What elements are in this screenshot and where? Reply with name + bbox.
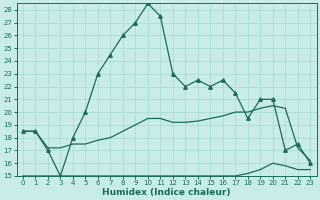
X-axis label: Humidex (Indice chaleur): Humidex (Indice chaleur) xyxy=(102,188,231,197)
